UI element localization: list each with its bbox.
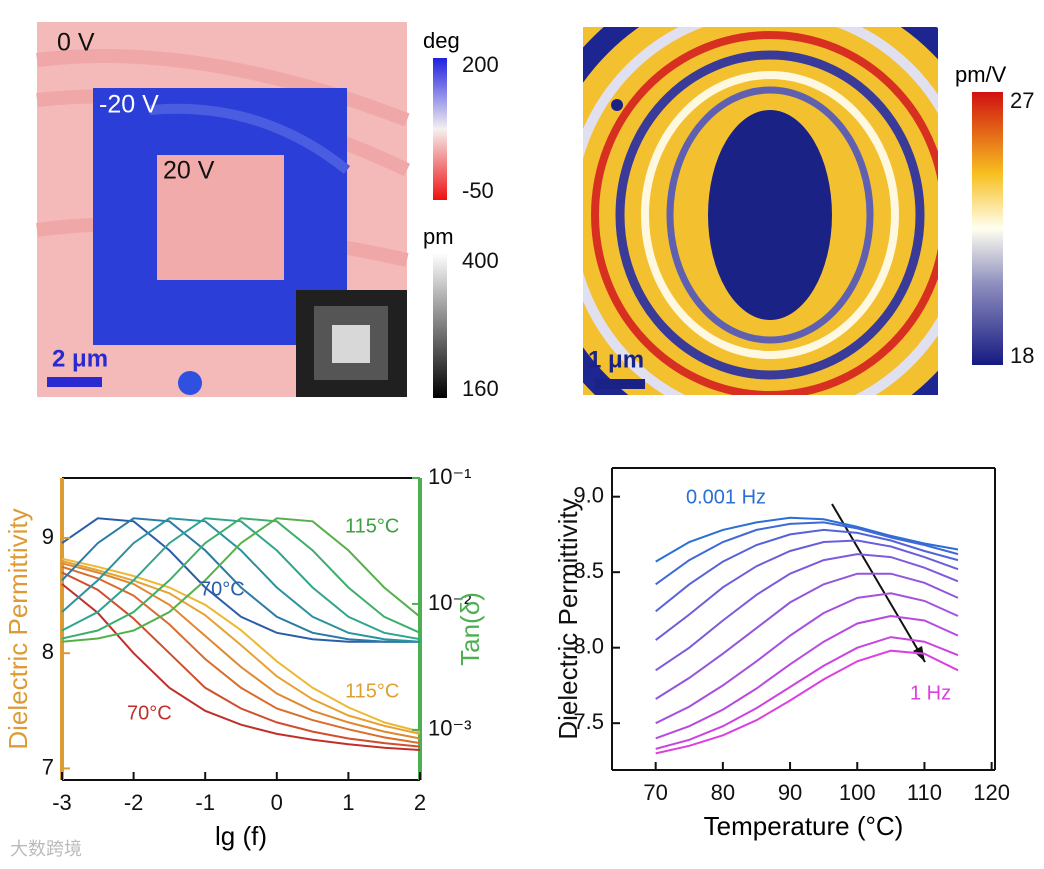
colorbar	[433, 58, 447, 200]
x-tick-label: -1	[195, 790, 215, 815]
y2-tick-label: 10⁻²	[428, 590, 471, 615]
x-tick-label: 90	[778, 780, 802, 805]
series-line	[655, 614, 959, 740]
annotation: 0.001 Hz	[686, 486, 766, 508]
annotation: 70°C	[200, 578, 245, 600]
phase-map	[36, 22, 411, 397]
y2-tick-label: 10⁻³	[428, 716, 471, 741]
x-axis-label: Temperature (°C)	[704, 811, 904, 841]
y-tick-label: 8.0	[573, 634, 604, 659]
piezo-map	[583, 27, 938, 395]
series-line	[61, 562, 421, 740]
scale-bar-label: 2 μm	[52, 345, 108, 372]
colorbar-tick: 160	[462, 376, 499, 401]
colorbar-unit: pm	[423, 224, 454, 249]
series-line	[61, 517, 421, 641]
colorbar	[972, 92, 1003, 365]
y-tick-label: 8	[42, 639, 54, 664]
x-tick-label: 1	[342, 790, 354, 815]
colorbar-unit: deg	[423, 28, 460, 53]
y-tick-label: 9	[42, 524, 54, 549]
annotation: 115°C	[345, 515, 399, 537]
series-line	[655, 528, 959, 613]
series-line	[655, 572, 959, 700]
y-tick-label: 8.5	[573, 558, 604, 583]
x-tick-label: 0	[271, 790, 283, 815]
series-line	[61, 517, 421, 643]
series-line	[61, 517, 421, 640]
colorbar-tick: 18	[1010, 343, 1034, 368]
series-line	[61, 583, 421, 751]
scale-bar-label: 1 μm	[588, 346, 644, 373]
colorbar	[433, 253, 447, 398]
x-tick-label: 70	[643, 780, 667, 805]
series-line	[655, 521, 959, 586]
series-line	[655, 553, 959, 672]
y-axis-label: Dielectric Permittivity	[3, 508, 33, 749]
series-line	[655, 539, 959, 641]
series-line	[61, 560, 421, 735]
y2-axis-label: Tan(δ)	[455, 592, 485, 666]
voltage-label: 20 V	[163, 157, 215, 185]
y-axis-label: Dielectric Permittivity	[553, 498, 583, 739]
x-tick-label: 110	[907, 780, 942, 805]
y2-tick-label: 10⁻¹	[428, 464, 471, 489]
watermark: 大数跨境	[10, 839, 82, 859]
voltage-label: 0 V	[57, 29, 95, 57]
colorbar-unit: pm/V	[955, 62, 1007, 87]
series-line	[61, 517, 421, 643]
series-line	[655, 649, 959, 755]
x-tick-label: -2	[124, 790, 144, 815]
y-tick-label: 9.0	[573, 483, 604, 508]
x-tick-label: 120	[973, 780, 1010, 805]
series-line	[61, 517, 420, 643]
annotation: 70°C	[127, 702, 172, 724]
series-line	[655, 592, 959, 725]
colorbar-tick: 27	[1010, 88, 1034, 113]
series-line	[61, 571, 421, 748]
x-tick-label: 80	[711, 780, 735, 805]
arrow	[831, 503, 926, 663]
colorbar-tick: 400	[462, 248, 499, 273]
series-line	[61, 517, 420, 643]
series-line	[655, 636, 959, 750]
x-axis-label: lg (f)	[215, 821, 267, 851]
x-tick-label: 100	[839, 780, 876, 805]
colorbar-tick: -50	[462, 178, 494, 203]
y-tick-label: 7.5	[573, 709, 604, 734]
annotation: 1 Hz	[910, 682, 951, 704]
colorbar-tick: 200	[462, 52, 499, 77]
voltage-label: -20 V	[99, 91, 159, 119]
y-tick-label: 7	[42, 754, 54, 779]
series-line	[655, 516, 959, 563]
x-tick-label: 2	[414, 790, 426, 815]
x-tick-label: -3	[52, 790, 72, 815]
series-line	[61, 557, 421, 733]
annotation: 115°C	[345, 680, 399, 702]
